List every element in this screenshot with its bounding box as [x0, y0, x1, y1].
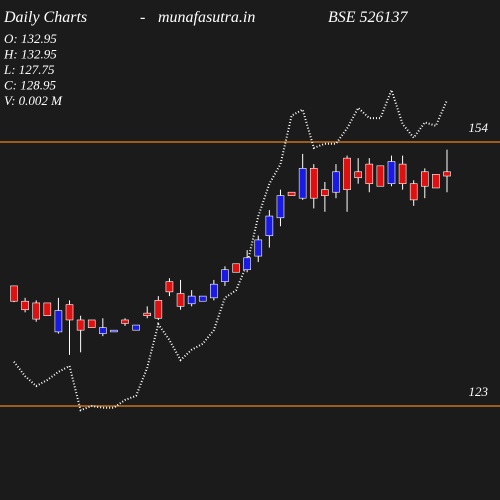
candle-body [343, 157, 351, 190]
candle-body [243, 257, 251, 271]
candle-body [165, 281, 174, 293]
candle-body [54, 310, 63, 333]
candle-body [43, 302, 52, 317]
candle-body [198, 295, 207, 302]
candle-body [321, 189, 329, 196]
candle-body [132, 324, 140, 331]
candle-body [376, 165, 385, 187]
candle-body [32, 302, 41, 320]
ohlcv-info: V: 0.002 M [4, 93, 63, 108]
candle-body [121, 319, 129, 324]
candle-body [254, 239, 263, 257]
separator: - [140, 9, 145, 26]
candle-body [409, 183, 418, 201]
ohlcv-info: C: 128.95 [4, 78, 57, 93]
candle-body [287, 191, 296, 196]
candle-body [365, 163, 374, 184]
candle-body [232, 263, 240, 273]
candle-body [143, 312, 152, 317]
candle-body [176, 293, 185, 307]
dotted-line [13, 87, 448, 412]
candle-body [443, 171, 451, 177]
candle-body [154, 300, 163, 319]
candle-body [21, 300, 29, 311]
level-label: 154 [469, 120, 489, 135]
candle-body [110, 329, 118, 333]
ohlcv-info: O: 132.95 [4, 31, 57, 46]
symbol: BSE 526137 [328, 9, 409, 26]
candle-body [298, 168, 307, 199]
ohlcv-info: L: 127.75 [3, 62, 55, 77]
chart-title: Daily Charts [3, 9, 87, 26]
candle-body [76, 319, 85, 331]
candle-body [387, 161, 396, 184]
candle-body [420, 171, 429, 187]
candle-body [432, 174, 440, 189]
candle-body [309, 168, 318, 199]
candle-body [398, 163, 407, 184]
ohlcv-info: H: 132.95 [3, 47, 57, 62]
candle-body [10, 285, 18, 302]
candle-body [265, 215, 274, 236]
candle-body [354, 171, 362, 179]
candle-body [276, 195, 285, 219]
site-name: munafasutra.in [158, 9, 255, 26]
level-label: 123 [469, 384, 489, 399]
candle-body [99, 327, 107, 334]
candle-body [65, 304, 74, 321]
candle-body [210, 283, 218, 299]
candle-body [187, 295, 196, 305]
candle-body [221, 269, 229, 282]
candle-body [332, 171, 340, 193]
candle-body [87, 319, 96, 328]
